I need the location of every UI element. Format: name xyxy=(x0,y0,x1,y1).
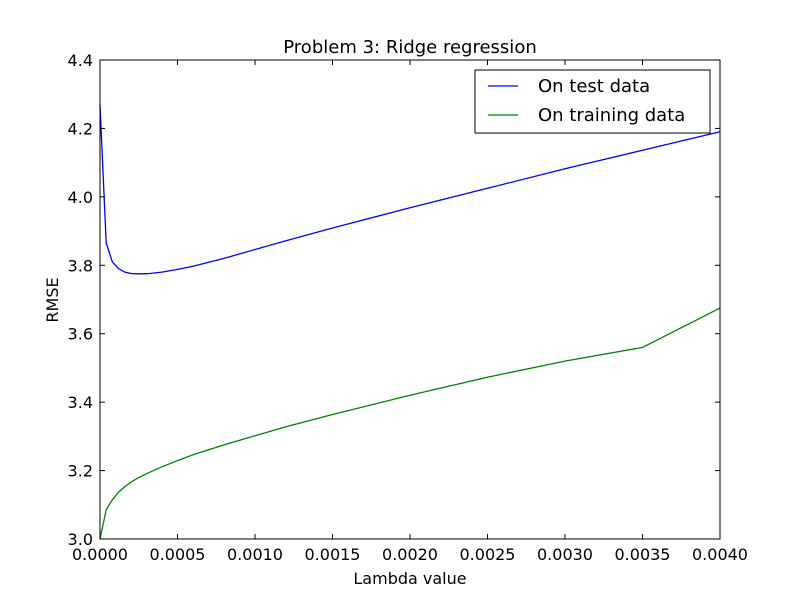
x-tick-label: 0.0005 xyxy=(150,545,206,564)
x-tick-label: 0.0020 xyxy=(382,545,438,564)
legend-box xyxy=(474,69,711,134)
chart-title: Problem 3: Ridge regression xyxy=(283,37,536,58)
y-tick-label: 4.2 xyxy=(68,119,93,138)
y-tick-label: 4.4 xyxy=(68,51,93,70)
ticks-layer: 0.0000 0.0005 0.0010 0.0015 0.0020 0.0025 0.00… xyxy=(68,51,748,564)
test-data-line xyxy=(99,104,721,275)
y-tick-label: 3.6 xyxy=(68,325,93,344)
y-tick-label: 3.2 xyxy=(68,462,93,481)
training-data-line xyxy=(99,307,721,540)
x-tick-label: 0.0010 xyxy=(227,545,283,564)
legend-label-training: On training data xyxy=(538,105,685,126)
series-layer xyxy=(99,104,721,540)
y-tick-label: 3.8 xyxy=(68,256,93,275)
x-tick-label: 0.0000 xyxy=(72,545,128,564)
plot-area-frame xyxy=(99,59,721,540)
x-tick-label: 0.0030 xyxy=(537,545,593,564)
y-axis-label: RMSE xyxy=(43,277,62,322)
x-tick-label: 0.0035 xyxy=(615,545,671,564)
y-tick-label: 4.0 xyxy=(68,188,93,207)
y-tick-label: 3.4 xyxy=(68,393,93,412)
x-tick-label: 0.0025 xyxy=(460,545,516,564)
x-tick-label: 0.0015 xyxy=(305,545,361,564)
x-axis-label: Lambda value xyxy=(353,569,466,588)
x-tick-label: 0.0040 xyxy=(692,545,748,564)
y-tick-label: 3.0 xyxy=(68,530,93,549)
legend-label-test: On test data xyxy=(538,76,650,97)
legend: On test data On training data xyxy=(474,69,711,134)
